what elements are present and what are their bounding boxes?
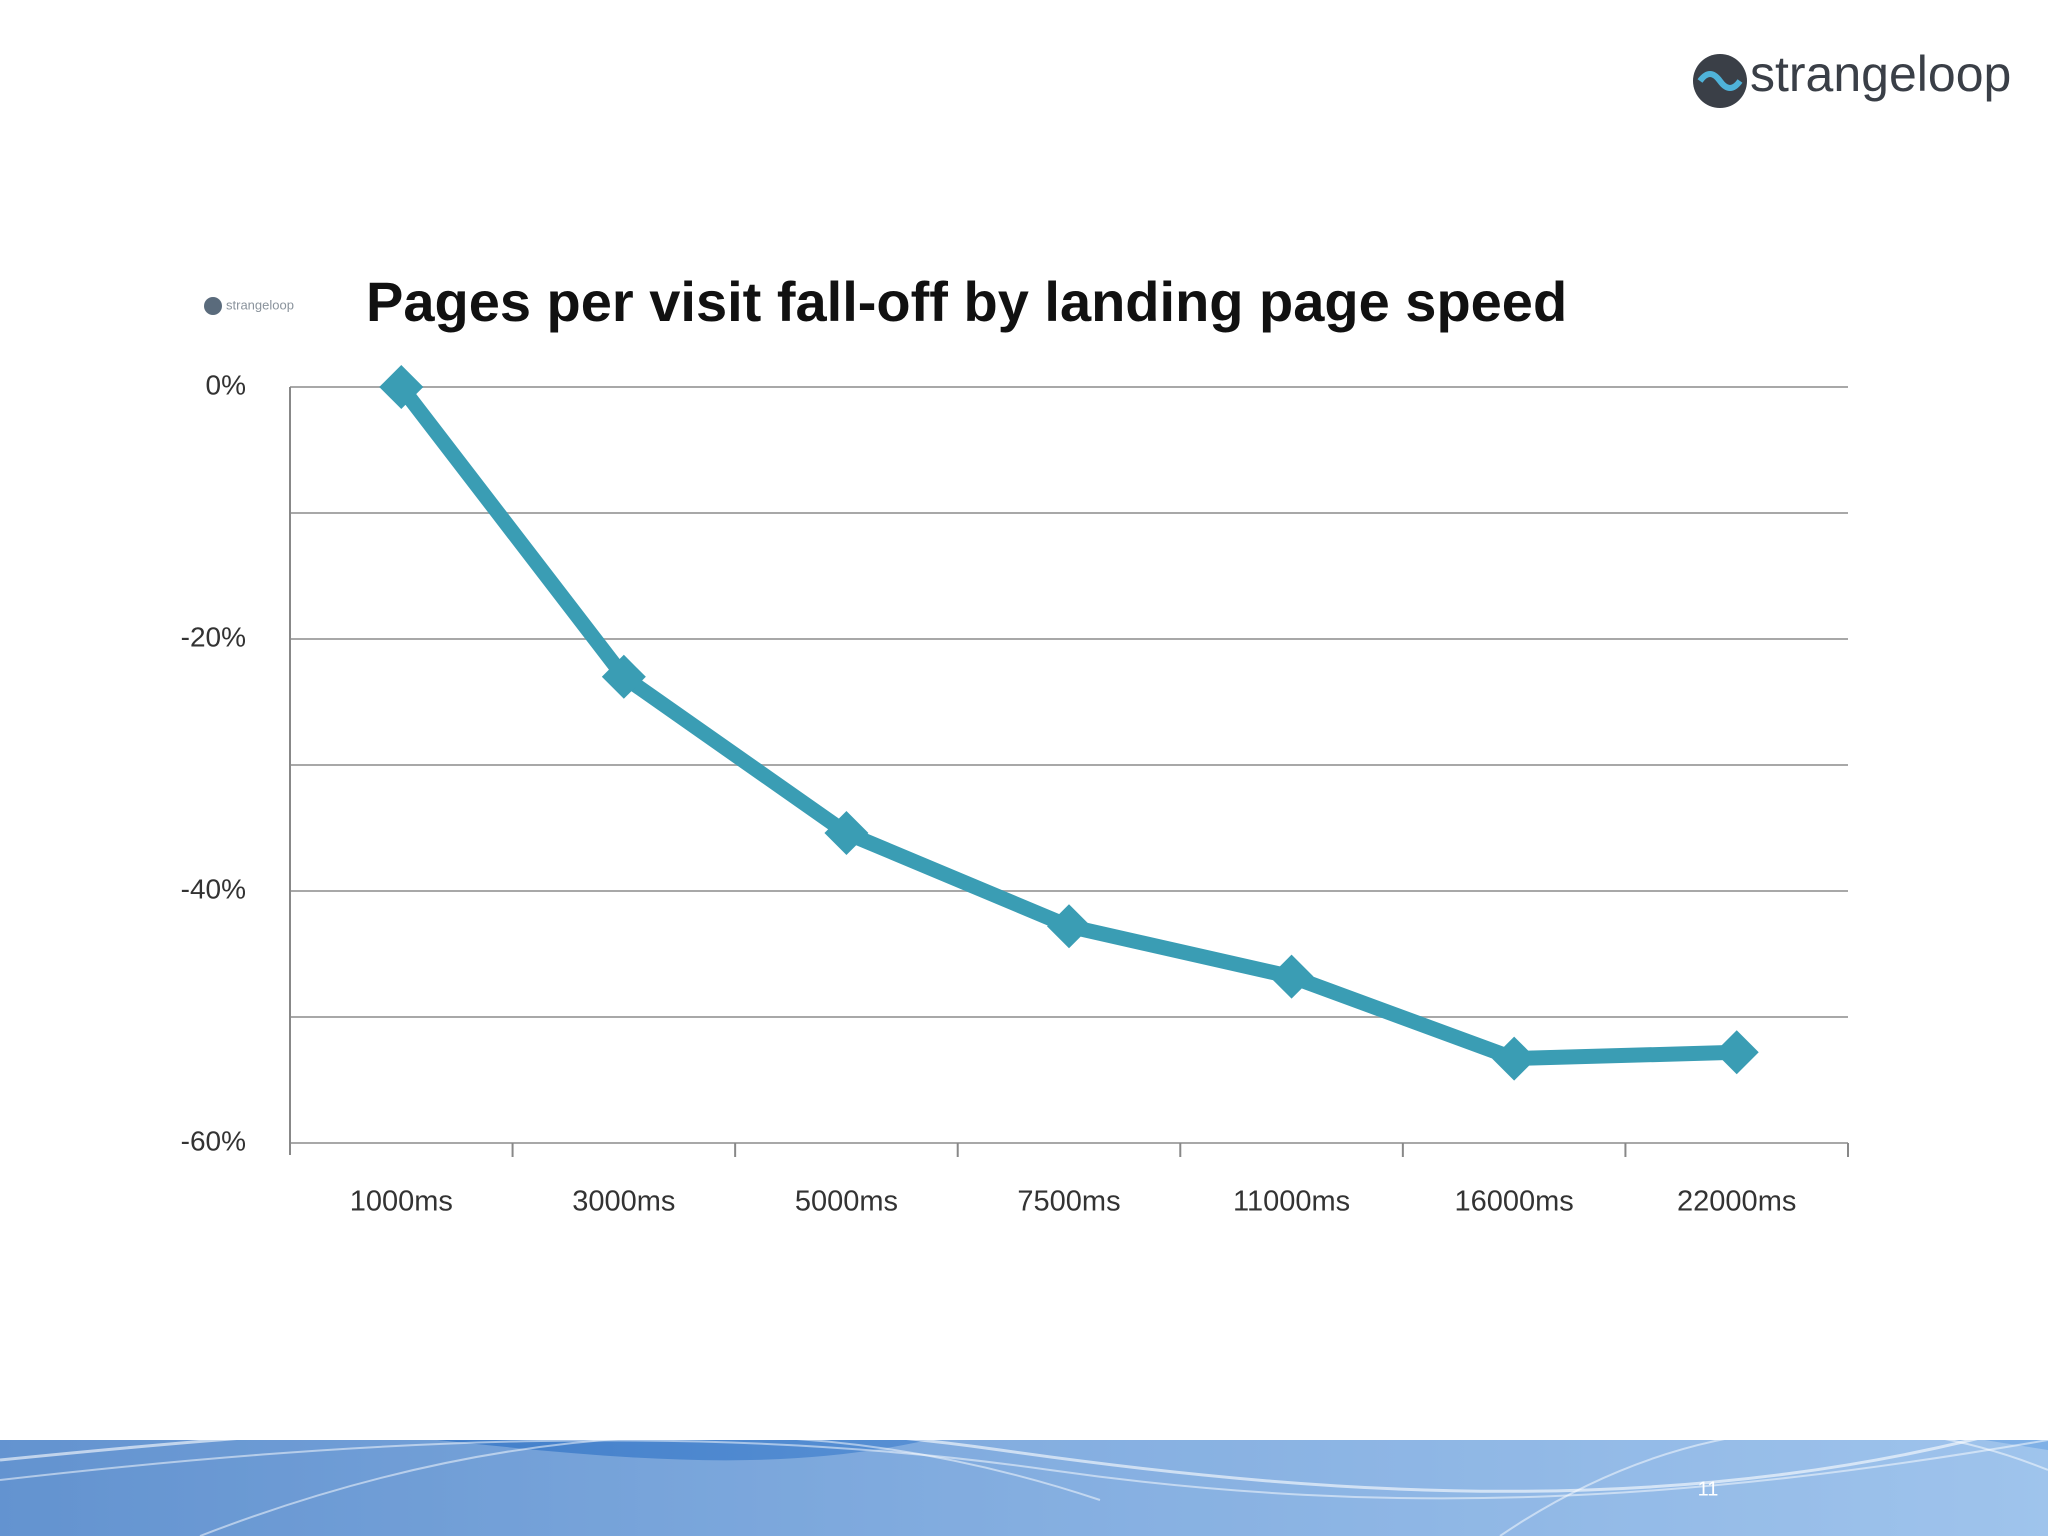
x-tick-label: 1000ms bbox=[350, 1186, 453, 1218]
marker bbox=[1047, 904, 1091, 949]
line bbox=[395, 382, 1737, 1067]
marker bbox=[1492, 1036, 1537, 1081]
y-tick-label: -20% bbox=[181, 621, 246, 652]
y-tick-label: 0% bbox=[206, 369, 246, 400]
logo-text: strangeloop bbox=[1750, 46, 2011, 102]
marker bbox=[1714, 1030, 1759, 1075]
marker bbox=[1269, 954, 1314, 999]
x-tick-label: 11000ms bbox=[1233, 1186, 1350, 1218]
badge: strangeloop bbox=[226, 297, 294, 312]
x-tick-label: 22000ms bbox=[1677, 1186, 1796, 1218]
x-tick-label: 5000ms bbox=[795, 1186, 898, 1218]
marker bbox=[601, 654, 646, 699]
footer-wave bbox=[0, 1367, 2048, 1536]
marker bbox=[379, 365, 424, 409]
x-tick-label: 16000ms bbox=[1454, 1186, 1573, 1218]
page-number: 11 bbox=[1698, 1478, 1719, 1500]
badge-icon bbox=[204, 297, 222, 315]
y-tick-label: -60% bbox=[181, 1125, 246, 1156]
marker bbox=[824, 811, 869, 856]
logo: strangeloop bbox=[1693, 46, 2011, 108]
x-tick-label: 3000ms bbox=[572, 1186, 675, 1218]
chart-title: Pages per visit fall-off by landing page… bbox=[366, 270, 1567, 333]
y-tick-label: -40% bbox=[181, 873, 246, 904]
x-tick-label: 7500ms bbox=[1017, 1186, 1120, 1218]
